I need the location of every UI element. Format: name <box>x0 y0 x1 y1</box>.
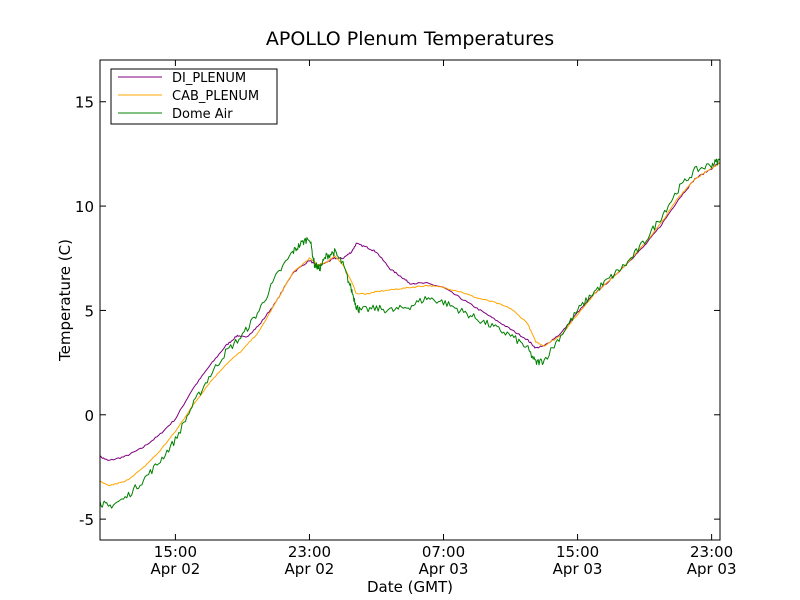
y-tick-label: 15 <box>75 94 94 112</box>
x-tick-label-time: 23:00 <box>288 543 331 561</box>
legend: DI_PLENUM CAB_PLENUM Dome Air <box>110 68 278 125</box>
plot-area <box>100 60 720 540</box>
series-layer <box>99 158 721 509</box>
legend-label: Dome Air <box>172 107 233 122</box>
y-tick-label: 0 <box>84 407 94 425</box>
x-tick-label-date: Apr 03 <box>687 560 737 578</box>
x-tick-label-date: Apr 02 <box>150 560 200 578</box>
x-tick-label-date: Apr 03 <box>553 560 603 578</box>
x-tick-label-date: Apr 03 <box>419 560 469 578</box>
series-line-di-plenum <box>99 161 721 461</box>
plot-frame <box>99 59 721 541</box>
y-axis-label: Temperature (C) <box>56 239 74 362</box>
y-tick-label: 5 <box>84 302 94 320</box>
x-tick-label-date: Apr 02 <box>285 560 335 578</box>
x-axis-label: Date (GMT) <box>367 578 453 596</box>
chart-title: APOLLO Plenum Temperatures <box>266 28 554 50</box>
x-tick-label-time: 15:00 <box>556 543 599 561</box>
x-tick-label-time: 07:00 <box>422 543 465 561</box>
y-tick-label: 10 <box>75 198 94 216</box>
x-tick-label-time: 23:00 <box>690 543 733 561</box>
legend-box <box>110 68 278 125</box>
series-line-cab-plenum <box>99 161 721 487</box>
y-tick-label: -5 <box>79 511 94 529</box>
legend-label: CAB_PLENUM <box>172 89 259 104</box>
series-line-dome-air <box>99 158 721 509</box>
x-tick-label-time: 15:00 <box>154 543 197 561</box>
legend-label: DI_PLENUM <box>172 71 246 86</box>
